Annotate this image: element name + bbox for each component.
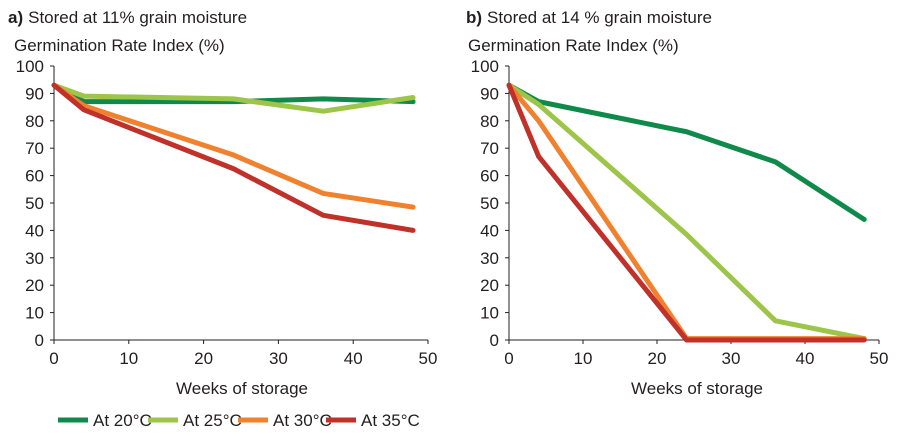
panel-a-title-text: Stored at 11% grain moisture <box>28 8 247 27</box>
panel-a-y-tick-label: 30 <box>25 249 44 268</box>
panel-b-y-tick-label: 90 <box>480 84 499 103</box>
panel-b-x-tick-label: 20 <box>648 349 667 368</box>
panel-a-x-tick-label: 0 <box>49 349 58 368</box>
panel-a-y-tick-label: 40 <box>25 221 44 240</box>
panel-b-xlabel: Weeks of storage <box>631 379 763 398</box>
legend-item-25c: At 25°C <box>148 411 242 430</box>
legend-label-35c: At 35°C <box>361 411 420 430</box>
panel-b-y-tick-label: 10 <box>480 304 499 323</box>
panel-a-y-tick-label: 100 <box>16 57 44 76</box>
panel-a-y-tick-label: 0 <box>35 331 44 350</box>
panel-b-y-tick-label: 70 <box>480 139 499 158</box>
panel-b-y-tick-label: 50 <box>480 194 499 213</box>
legend-label-25c: At 25°C <box>183 411 242 430</box>
panel-a-series-35c <box>51 82 416 233</box>
panel-b-x-tick-label: 10 <box>574 349 593 368</box>
legend-label-20c: At 20°C <box>93 411 152 430</box>
panel-b-y-tick-label: 30 <box>480 249 499 268</box>
panel-b-y-tick-label: 0 <box>490 331 499 350</box>
panel-a-x-tick-label: 10 <box>119 349 138 368</box>
panel-a-plot: 0 10 20 30 40 50 60 70 80 90 100 0 10 20 30 40 50 <box>16 57 438 368</box>
panel-a-y-tick-label: 10 <box>25 304 44 323</box>
panel-a-series-25c <box>51 82 416 114</box>
panel-a-x-tick-label: 30 <box>269 349 288 368</box>
panel-a-title: a) Stored at 11% grain moisture <box>8 8 247 27</box>
panel-b-x-tick-label: 40 <box>796 349 815 368</box>
panel-b-title: b) Stored at 14 % grain moisture <box>466 8 712 27</box>
panel-b-ylabel: Germination Rate Index (%) <box>468 36 679 55</box>
panel-b-y-tick-label: 40 <box>480 221 499 240</box>
panel-a-xlabel: Weeks of storage <box>176 379 308 398</box>
panel-a-ylabel: Germination Rate Index (%) <box>14 36 225 55</box>
panel-b-y-tick-label: 80 <box>480 112 499 131</box>
panel-b-title-text: Stored at 14 % grain moisture <box>487 8 712 27</box>
panel-a-letter: a) <box>8 8 23 27</box>
panel-a-x-tick-label: 50 <box>419 349 438 368</box>
panel-a-x-tick-label: 40 <box>344 349 363 368</box>
panel-b-series-35c <box>506 82 867 343</box>
panel-a-x-tick-label: 20 <box>194 349 213 368</box>
legend-item-30c: At 30°C <box>238 411 332 430</box>
panel-a-y-tick-label: 50 <box>25 194 44 213</box>
legend: At 20°C At 25°C At 30°C At 35°C <box>58 411 420 430</box>
panel-a-y-tick-label: 90 <box>25 84 44 103</box>
panel-b-x-tick-label: 0 <box>504 349 513 368</box>
panel-b-plot: 0 10 20 30 40 50 60 70 80 90 100 0 10 20 30 40 50 <box>471 57 889 368</box>
legend-item-35c: At 35°C <box>326 411 420 430</box>
panel-b-y-tick-label: 100 <box>471 57 499 76</box>
panel-b-y-tick-label: 60 <box>480 167 499 186</box>
panel-b-y-tick-label: 20 <box>480 276 499 295</box>
legend-label-30c: At 30°C <box>273 411 332 430</box>
panel-b-x-tick-label: 30 <box>722 349 741 368</box>
panel-a-y-tick-label: 70 <box>25 139 44 158</box>
panel-a-y-tick-label: 60 <box>25 167 44 186</box>
panel-b-x-tick-label: 50 <box>870 349 889 368</box>
panel-b-letter: b) <box>466 8 482 27</box>
panel-a-y-tick-label: 20 <box>25 276 44 295</box>
legend-item-20c: At 20°C <box>58 411 152 430</box>
panel-b-series-25c <box>506 82 867 342</box>
panel-a-y-tick-label: 80 <box>25 112 44 131</box>
